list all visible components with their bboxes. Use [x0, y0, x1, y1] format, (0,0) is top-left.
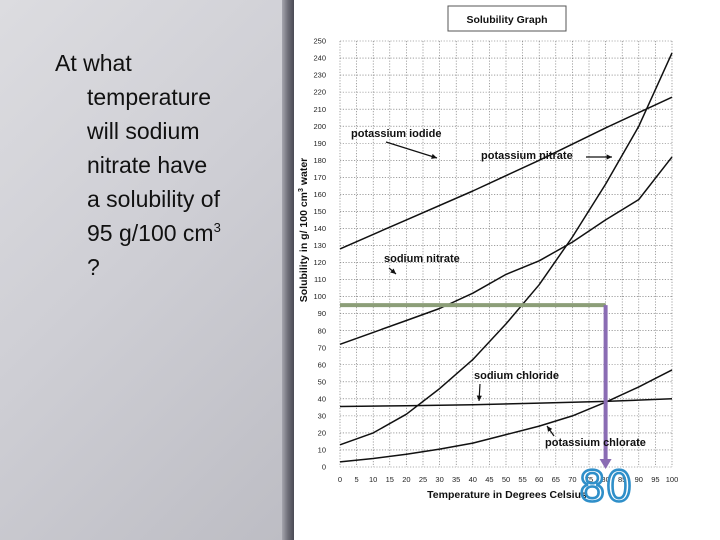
question-line-6: 95 g/100 cm3 [55, 216, 275, 250]
y-tick-2: 20 [318, 429, 326, 438]
question-line-2: temperature [87, 84, 212, 110]
chart-grid [339, 40, 673, 468]
x-tick-8: 40 [469, 475, 477, 484]
slide-left-panel [0, 0, 282, 540]
curve-potassium-chlorate [339, 369, 673, 463]
question-units: 95 g/100 cm [87, 220, 214, 246]
x-tick-3: 15 [386, 475, 394, 484]
y-tick-10: 100 [313, 292, 326, 301]
curve-labels: potassium iodide potassium nitrate sodium … [351, 128, 646, 449]
x-tick-14: 70 [568, 475, 576, 484]
y-tick-15: 150 [313, 207, 326, 216]
slide-divider [282, 0, 294, 540]
question-line-3: will sodium [87, 118, 200, 144]
curve-sodium-chloride [339, 398, 673, 408]
y-tick-13: 130 [313, 241, 326, 250]
y-tick-5: 50 [318, 377, 326, 386]
x-tick-19: 95 [651, 475, 659, 484]
y-tick-16: 160 [313, 190, 326, 199]
x-tick-labels: 0 5 10 15 20 25 30 35 40 45 50 55 60 65 70 75 80 85 90 95 10… [338, 475, 678, 484]
y-tick-12: 120 [313, 258, 326, 267]
curve-pointer-head-1 [606, 154, 612, 160]
y-axis-label-exponent: 3 [298, 188, 305, 192]
curve-pointer-head-2 [390, 268, 396, 274]
y-tick-19: 190 [313, 139, 326, 148]
curve-label-2: sodium nitrate [384, 253, 460, 265]
y-tick-20: 200 [313, 122, 326, 131]
x-tick-20: 100 [666, 475, 679, 484]
x-tick-18: 90 [635, 475, 643, 484]
x-tick-12: 60 [535, 475, 543, 484]
y-tick-1: 10 [318, 446, 326, 455]
title-frame [447, 5, 567, 32]
curve-label-4: potassium chlorate [545, 437, 646, 449]
x-tick-15: 75 [585, 475, 593, 484]
x-tick-9: 45 [485, 475, 493, 484]
y-tick-3: 30 [318, 411, 326, 420]
curve-potassium-iodide [339, 96, 673, 250]
curve-pointer-head-3 [476, 395, 482, 401]
curve-label-3: sodium chloride [474, 370, 559, 382]
y-tick-7: 70 [318, 343, 326, 352]
x-tick-0: 0 [338, 475, 342, 484]
curve-sodium-nitrate [339, 156, 673, 346]
y-tick-9: 90 [318, 309, 326, 318]
x-tick-4: 20 [402, 475, 410, 484]
curve-label-0: potassium iodide [351, 128, 441, 140]
y-tick-11: 110 [314, 275, 326, 284]
y-axis-label: Solubility in g/ 100 cm3 water [298, 158, 310, 303]
y-tick-18: 180 [313, 156, 326, 165]
handwritten-answer: 80 [579, 462, 632, 511]
question-line-4: nitrate have [87, 152, 208, 178]
question-text: At what temperature will sodium nitrate … [55, 46, 275, 284]
x-tick-13: 65 [552, 475, 560, 484]
y-tick-21: 210 [313, 105, 326, 114]
y-tick-8: 80 [318, 326, 326, 335]
y-tick-6: 60 [318, 360, 326, 369]
y-axis-label-main: Solubility in g/ 100 cm [298, 192, 310, 302]
y-tick-24: 240 [313, 54, 326, 63]
y-tick-23: 230 [313, 71, 326, 80]
solubility-chart: Solubility Graph 01020304050607080901001… [294, 0, 720, 540]
x-tick-11: 55 [518, 475, 526, 484]
x-axis-label: Temperature in Degrees Celsius [427, 489, 587, 501]
chart-title-box: Solubility Graph [447, 5, 567, 32]
question-line-7: ? [87, 254, 100, 280]
x-tick-7: 35 [452, 475, 460, 484]
curve-label-1: potassium nitrate [481, 150, 573, 162]
y-tick-0: 0 [322, 463, 326, 472]
y-axis-label-tail: water [298, 158, 310, 188]
y-tick-4: 40 [318, 394, 326, 403]
question-units-exponent: 3 [213, 220, 221, 235]
y-tick-25: 250 [313, 37, 326, 46]
curve-potassium-nitrate [339, 52, 673, 446]
x-tick-10: 50 [502, 475, 510, 484]
x-tick-17: 85 [618, 475, 626, 484]
x-tick-5: 25 [419, 475, 427, 484]
answer-arrowhead [599, 459, 612, 469]
x-tick-16: 80 [601, 475, 609, 484]
solubility-curves [339, 52, 673, 463]
curve-pointer-head-4 [547, 426, 553, 432]
x-tick-1: 5 [355, 475, 359, 484]
y-tick-14: 140 [313, 224, 326, 233]
y-tick-22: 220 [313, 88, 326, 97]
chart-background [294, 0, 720, 540]
x-tick-2: 10 [369, 475, 377, 484]
answer-annotation: 80 [340, 303, 634, 512]
curve-pointer-head-0 [431, 153, 437, 159]
x-tick-6: 30 [435, 475, 443, 484]
curve-pointer-0 [385, 141, 438, 159]
chart-title: Solubility Graph [466, 14, 547, 26]
question-line-1: At what [55, 50, 132, 76]
y-tick-labels: 0 10 20 30 40 50 60 70 80 90 100 110 120 130 140 150 160… [313, 37, 326, 472]
y-tick-17: 170 [313, 173, 326, 182]
question-line-5: a solubility of [87, 186, 220, 212]
